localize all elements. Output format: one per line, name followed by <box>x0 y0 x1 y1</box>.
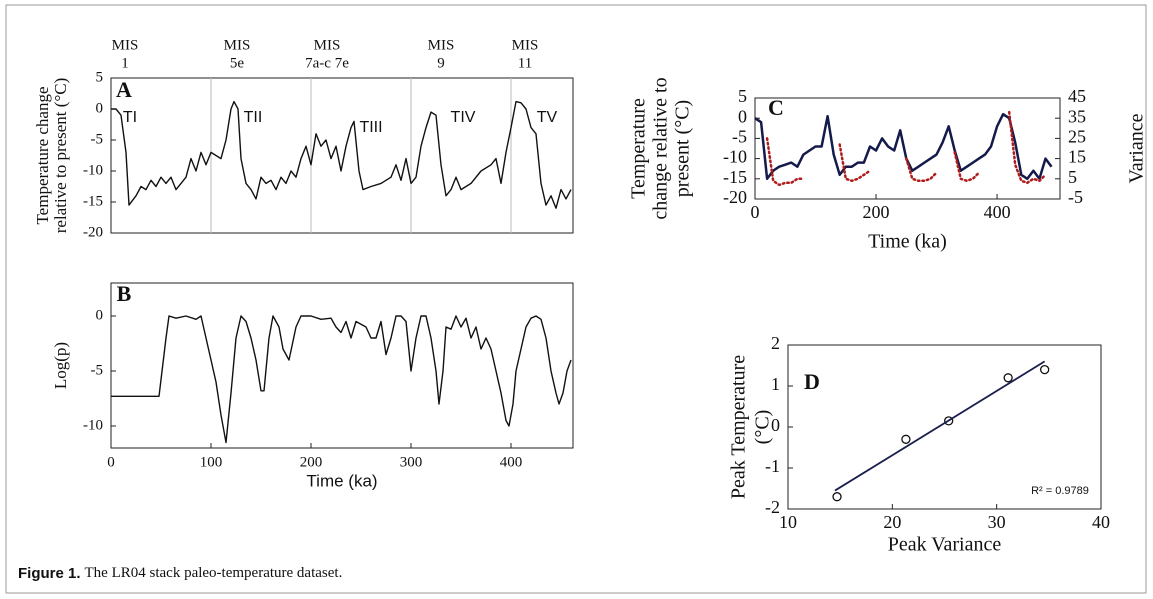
y-tick-label: -15 <box>83 193 103 209</box>
y-tick-label: -5 <box>91 362 104 378</box>
y-tick-label: -1 <box>765 456 780 476</box>
y-axis-label: Peak Temperature <box>728 355 750 499</box>
y-tick-label: -20 <box>723 187 747 207</box>
mis-label: 1 <box>121 55 129 71</box>
y2-tick-label: 35 <box>1068 106 1086 126</box>
mis-label: MIS <box>224 37 251 53</box>
data-line <box>111 100 572 209</box>
plot-frame <box>754 97 1061 200</box>
curve-label: TIV <box>451 109 476 126</box>
x-tick-label: 100 <box>200 454 223 470</box>
r-squared: R² = 0.9789 <box>1031 485 1089 497</box>
x-axis-label: Peak Variance <box>888 534 1002 556</box>
panel-label: A <box>116 77 132 102</box>
panel-label: D <box>804 369 820 394</box>
data-point <box>901 434 911 444</box>
y-tick-label: -10 <box>83 162 103 178</box>
y2-axis-label: Variance <box>1126 113 1148 183</box>
y2-tick-label: 45 <box>1068 86 1086 106</box>
y2-tick-label: 5 <box>1068 167 1077 187</box>
curve-label: TV <box>537 109 558 126</box>
y2-tick-label: 15 <box>1068 147 1086 167</box>
y-tick-label: 0 <box>96 100 104 116</box>
y-tick-label: 0 <box>771 415 780 435</box>
y-axis-label: Temperature change <box>33 86 52 224</box>
mis-label: 5e <box>230 55 245 71</box>
data-line <box>765 110 1047 187</box>
y-tick-label: -20 <box>83 224 103 240</box>
y-tick-label: 0 <box>738 106 747 126</box>
y-tick-label: -15 <box>723 167 747 187</box>
y2-tick-label: -5 <box>1068 187 1083 207</box>
x-tick-label: 400 <box>500 454 523 470</box>
mis-label: MIS <box>112 37 139 53</box>
x-tick-label: 40 <box>1092 512 1110 532</box>
x-axis-label: Time (ka) <box>868 231 947 253</box>
caption: Figure 1. The LR04 stack paleo-temperatur… <box>18 565 342 582</box>
data-point <box>1040 364 1050 375</box>
x-tick-label: 200 <box>300 454 323 470</box>
x-tick-label: 200 <box>863 202 890 222</box>
data-line <box>111 315 572 444</box>
curve-label: TI <box>123 109 137 126</box>
mis-label: 7a-c 7e <box>305 55 349 71</box>
x-axis-label: Time (ka) <box>306 471 377 490</box>
y-tick-label: -2 <box>765 497 780 517</box>
fit-line <box>834 360 1046 492</box>
x-tick-label: 10 <box>779 512 797 532</box>
y-tick-label: 2 <box>771 333 780 353</box>
y-tick-label: -10 <box>83 417 103 433</box>
y-tick-label: -10 <box>723 147 747 167</box>
x-tick-label: 400 <box>984 202 1011 222</box>
x-tick-label: 30 <box>988 512 1006 532</box>
data-point <box>1003 373 1013 383</box>
mis-label: MIS <box>428 37 455 53</box>
mis-label: 11 <box>518 55 532 71</box>
y-axis-label: (°C) <box>752 410 774 445</box>
mis-label: 9 <box>437 55 445 71</box>
caption-text: The LR04 stack paleo-temperature dataset… <box>85 565 343 581</box>
y-axis-label: relative to present (°C) <box>51 78 70 234</box>
curve-label: TIII <box>359 119 382 136</box>
y-tick-label: 0 <box>96 307 104 323</box>
x-tick-label: 0 <box>751 202 760 222</box>
data-point <box>832 492 842 502</box>
y-tick-label: 5 <box>96 69 104 85</box>
mis-label: MIS <box>512 37 539 53</box>
panel-label: B <box>117 281 132 306</box>
y2-tick-label: 25 <box>1068 127 1086 147</box>
x-tick-label: 20 <box>883 512 901 532</box>
plot-frame <box>110 282 574 449</box>
y-tick-label: 5 <box>738 86 747 106</box>
y-axis-label: present (°C) <box>672 100 694 197</box>
figure-frame <box>5 4 1147 594</box>
curve-label: TII <box>244 109 263 126</box>
x-tick-label: 0 <box>107 454 115 470</box>
data-line <box>754 112 1053 181</box>
mis-label: MIS <box>314 37 341 53</box>
panel-label: C <box>768 95 784 120</box>
x-tick-label: 300 <box>400 454 423 470</box>
y-tick-label: -5 <box>732 127 747 147</box>
y-axis-label: Temperature <box>628 98 650 199</box>
caption-label: Figure 1. <box>18 565 81 582</box>
y-tick-label: 1 <box>771 374 780 394</box>
y-axis-label: Log(p) <box>51 342 70 389</box>
plot-frame <box>110 77 574 234</box>
y-axis-label: change relative to <box>650 77 672 219</box>
y-tick-label: -5 <box>91 131 104 147</box>
